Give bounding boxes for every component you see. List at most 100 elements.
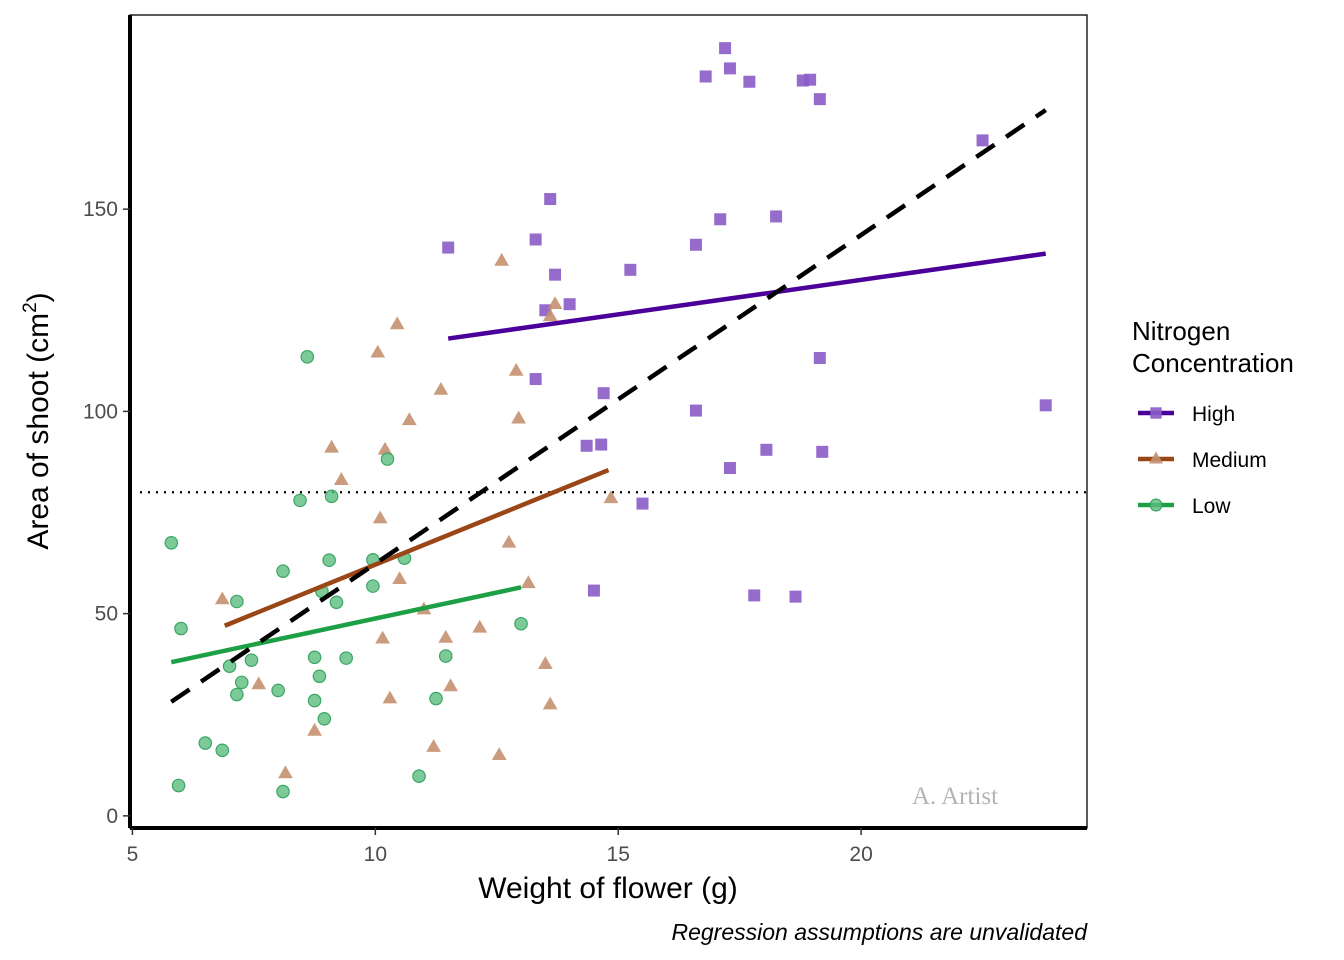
data-point-low — [293, 493, 307, 508]
legend-label: High — [1192, 403, 1235, 426]
data-point-low — [230, 687, 244, 702]
data-point-low — [438, 649, 453, 663]
y-axis-title-main: Area of shoot (cm — [22, 313, 55, 550]
regression-lines-layer — [170, 108, 1047, 704]
data-point-medium — [401, 412, 417, 426]
data-point-high — [804, 73, 817, 86]
data-point-low — [300, 349, 315, 364]
data-point-high — [624, 263, 637, 276]
data-point-high — [699, 70, 712, 83]
data-point-medium — [377, 441, 393, 455]
data-point-low — [412, 769, 426, 784]
regression-line-medium — [223, 467, 610, 628]
y-axis-title: Area of shoot (cm2) — [20, 292, 55, 549]
data-point-high — [689, 238, 702, 251]
data-point-low — [339, 651, 353, 665]
data-point-high — [442, 241, 455, 254]
y-tick-label: 0 — [106, 805, 118, 828]
data-point-medium — [324, 439, 339, 453]
data-point-medium — [438, 629, 454, 643]
data-points-layer — [164, 42, 1052, 799]
data-point-medium — [382, 690, 398, 704]
data-point-high — [1039, 399, 1052, 412]
x-tick-label: 15 — [607, 843, 630, 866]
data-point-medium — [214, 591, 230, 605]
regression-line-high — [447, 251, 1047, 341]
x-axis-title: Weight of flower (g) — [478, 872, 738, 905]
data-point-medium — [603, 490, 619, 504]
y-tick-label: 150 — [83, 198, 118, 221]
data-point-medium — [426, 739, 441, 752]
data-point-high — [580, 439, 593, 452]
data-point-high — [597, 387, 610, 400]
x-axis-ticks: 5 10 15 20 — [127, 828, 873, 866]
data-point-high — [748, 589, 761, 602]
data-point-high — [760, 443, 773, 456]
data-point-high — [719, 42, 732, 55]
data-point-medium — [307, 722, 322, 736]
data-point-low — [244, 653, 259, 667]
data-point-high — [813, 93, 826, 106]
data-point-medium — [542, 696, 558, 710]
data-point-medium — [443, 678, 458, 692]
data-point-high — [636, 497, 649, 510]
data-point-medium — [370, 344, 386, 358]
data-point-medium — [392, 571, 407, 585]
y-axis-title-end: ) — [22, 292, 55, 302]
data-point-high — [743, 75, 756, 88]
data-point-medium — [542, 308, 558, 322]
legend-key-marker — [1149, 498, 1163, 512]
data-point-high — [714, 213, 727, 226]
x-tick-label: 20 — [849, 843, 872, 866]
data-point-medium — [508, 362, 524, 376]
legend-item-low: Low — [1138, 495, 1231, 518]
data-point-low — [329, 595, 344, 610]
legend-title-line1: Nitrogen — [1132, 316, 1230, 346]
data-point-low — [271, 683, 285, 698]
legend: Nitrogen Concentration High Medium Low — [1132, 316, 1294, 518]
data-point-low — [317, 711, 332, 726]
data-point-high — [723, 462, 736, 475]
data-point-high — [595, 438, 608, 451]
legend-key-marker — [1149, 451, 1163, 464]
data-point-high — [549, 268, 562, 281]
data-point-medium — [433, 381, 449, 395]
data-point-low — [215, 743, 230, 758]
data-point-low — [174, 621, 188, 636]
legend-item-medium: Medium — [1138, 449, 1267, 472]
data-point-low — [198, 736, 213, 750]
data-point-medium — [520, 575, 536, 589]
data-point-low — [276, 784, 290, 799]
data-point-low — [234, 675, 249, 690]
data-point-high — [770, 210, 783, 223]
data-point-low — [380, 452, 395, 466]
y-axis-title-superscript: 2 — [20, 302, 41, 313]
x-tick-label: 5 — [127, 843, 139, 866]
data-point-high — [723, 62, 736, 75]
legend-label: Low — [1192, 495, 1231, 518]
data-point-low — [222, 659, 237, 674]
legend-keys: High Medium Low — [1138, 403, 1267, 518]
data-point-high — [587, 584, 600, 597]
data-point-medium — [494, 252, 509, 266]
data-point-high — [813, 351, 826, 364]
data-point-medium — [501, 534, 517, 548]
data-point-high — [563, 298, 576, 311]
data-point-high — [816, 445, 829, 458]
data-point-low — [366, 579, 380, 593]
data-point-medium — [491, 747, 507, 760]
data-point-high — [976, 134, 989, 147]
data-point-medium — [389, 316, 405, 330]
regression-line-low — [170, 585, 522, 665]
x-tick-label: 10 — [364, 843, 387, 866]
data-point-medium — [251, 676, 267, 690]
legend-label: Medium — [1192, 449, 1267, 472]
watermark: A. Artist — [912, 783, 998, 810]
data-point-low — [429, 691, 443, 706]
regression-line-overall — [170, 108, 1047, 704]
data-point-medium — [375, 630, 390, 644]
data-point-medium — [278, 765, 293, 779]
caption: Regression assumptions are unvalidated — [671, 919, 1088, 945]
data-point-medium — [537, 656, 553, 669]
